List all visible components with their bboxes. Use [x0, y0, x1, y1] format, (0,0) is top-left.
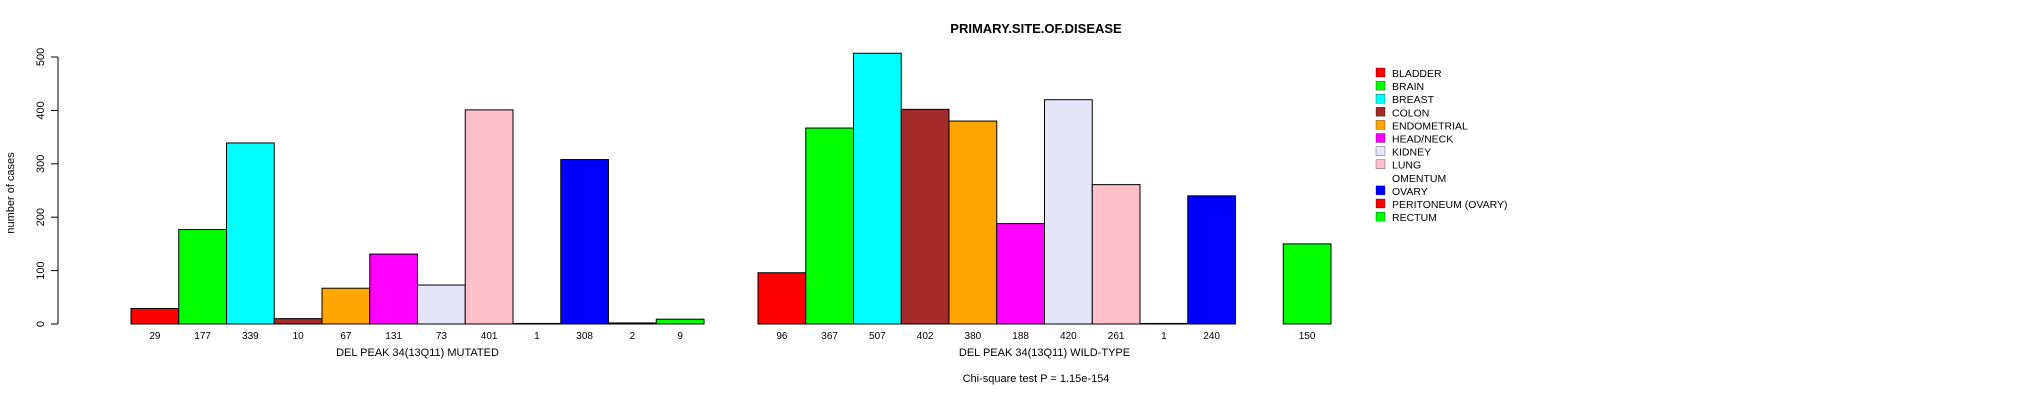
- y-tick-label: 100: [35, 261, 47, 279]
- x-axis-label: DEL PEAK 34(13Q11) WILD-TYPE: [959, 347, 1130, 359]
- legend-swatch: [1375, 120, 1386, 130]
- bar-count-label: 67: [340, 331, 352, 342]
- bar-count-label: 420: [1060, 331, 1077, 342]
- bar-count-label: 402: [917, 331, 934, 342]
- bar: [1187, 195, 1236, 325]
- bar: [321, 287, 371, 325]
- bar: [805, 127, 854, 325]
- bar: [608, 322, 657, 325]
- legend-swatch: [1375, 198, 1386, 209]
- x-axis-label: DEL PEAK 34(13Q11) MUTATED: [336, 347, 499, 359]
- legend-label: HEAD/NECK: [1392, 134, 1453, 146]
- bar-count-label: 261: [1108, 331, 1125, 342]
- bar-count-label: 10: [293, 331, 305, 342]
- legend-label: COLON: [1392, 107, 1429, 119]
- bar: [996, 223, 1045, 325]
- chart-title: PRIMARY.SITE.OF.DISEASE: [950, 21, 1122, 36]
- legend-swatch: [1375, 67, 1386, 78]
- bar-count-label: 367: [821, 331, 838, 342]
- bar: [1091, 184, 1141, 325]
- bar: [560, 159, 609, 325]
- legend-label: RECTUM: [1392, 212, 1437, 224]
- bar-count-label: 131: [385, 331, 402, 342]
- legend-label: LUNG: [1392, 160, 1421, 172]
- y-tick-label: 0: [35, 321, 47, 327]
- chi-square-footnote: Chi-square test P = 1.15e-154: [963, 373, 1110, 385]
- bar-count-label: 188: [1012, 331, 1029, 342]
- legend-swatch: [1376, 172, 1385, 182]
- bar: [853, 52, 902, 325]
- legend-swatch: [1375, 133, 1386, 143]
- bar-count-label: 240: [1203, 331, 1220, 342]
- bar-count-label: 150: [1299, 331, 1316, 342]
- bar: [512, 322, 562, 325]
- bar: [178, 228, 227, 325]
- legend-swatch: [1375, 211, 1386, 222]
- bar: [273, 318, 323, 325]
- bar: [655, 318, 705, 325]
- y-tick-label: 300: [35, 155, 47, 173]
- legend-swatch: [1375, 107, 1386, 117]
- bar-count-label: 1: [534, 331, 540, 342]
- legend-label: BREAST: [1392, 94, 1435, 106]
- bar: [900, 108, 950, 325]
- y-tick-label: 400: [35, 101, 47, 119]
- bar-count-label: 1: [1161, 331, 1167, 342]
- bar-count-label: 380: [965, 331, 982, 342]
- bar-panel-2: 96 367 507 402 380 188 420 261 1 240 150 DEL PEAK 3…: [757, 52, 1332, 359]
- bar-count-label: 29: [149, 331, 161, 342]
- bar: [369, 253, 418, 325]
- legend-swatch: [1375, 146, 1386, 156]
- y-tick-label: 500: [35, 48, 47, 66]
- legend-label: BLADDER: [1392, 68, 1442, 80]
- legend-swatch: [1375, 185, 1386, 196]
- legend-label: BRAIN: [1392, 81, 1424, 93]
- legend-swatch: [1375, 159, 1386, 169]
- legend-label: ENDOMETRIAL: [1392, 120, 1468, 132]
- bar: [1044, 99, 1093, 325]
- y-axis: 0 100 200 300 400 500: [35, 48, 59, 327]
- bar-count-label: 308: [576, 331, 593, 342]
- legend-swatch: [1375, 80, 1386, 91]
- bar: [1282, 243, 1332, 325]
- bar-count-label: 96: [776, 331, 788, 342]
- bar: [1139, 322, 1189, 325]
- legend-swatch: [1375, 94, 1386, 104]
- y-axis-label: number of cases: [5, 152, 17, 234]
- bar-count-label: 2: [630, 331, 636, 342]
- bar-count-label: 507: [869, 331, 886, 342]
- bar-count-label: 401: [481, 331, 498, 342]
- bar: [417, 284, 466, 325]
- bar: [226, 142, 275, 325]
- legend-label: KIDNEY: [1392, 147, 1431, 159]
- bar: [130, 308, 180, 325]
- legend-label: OVARY: [1392, 186, 1428, 198]
- bar-count-label: 9: [677, 331, 683, 342]
- bar: [757, 272, 807, 325]
- bar-count-label: 339: [242, 331, 259, 342]
- legend-label: OMENTUM: [1392, 173, 1446, 185]
- legend-label: PERITONEUM (OVARY): [1392, 199, 1508, 211]
- y-tick-label: 200: [35, 208, 47, 226]
- bar: [948, 120, 998, 325]
- bar: [464, 109, 514, 325]
- bar-count-label: 177: [194, 331, 211, 342]
- bar-count-label: 73: [436, 331, 448, 342]
